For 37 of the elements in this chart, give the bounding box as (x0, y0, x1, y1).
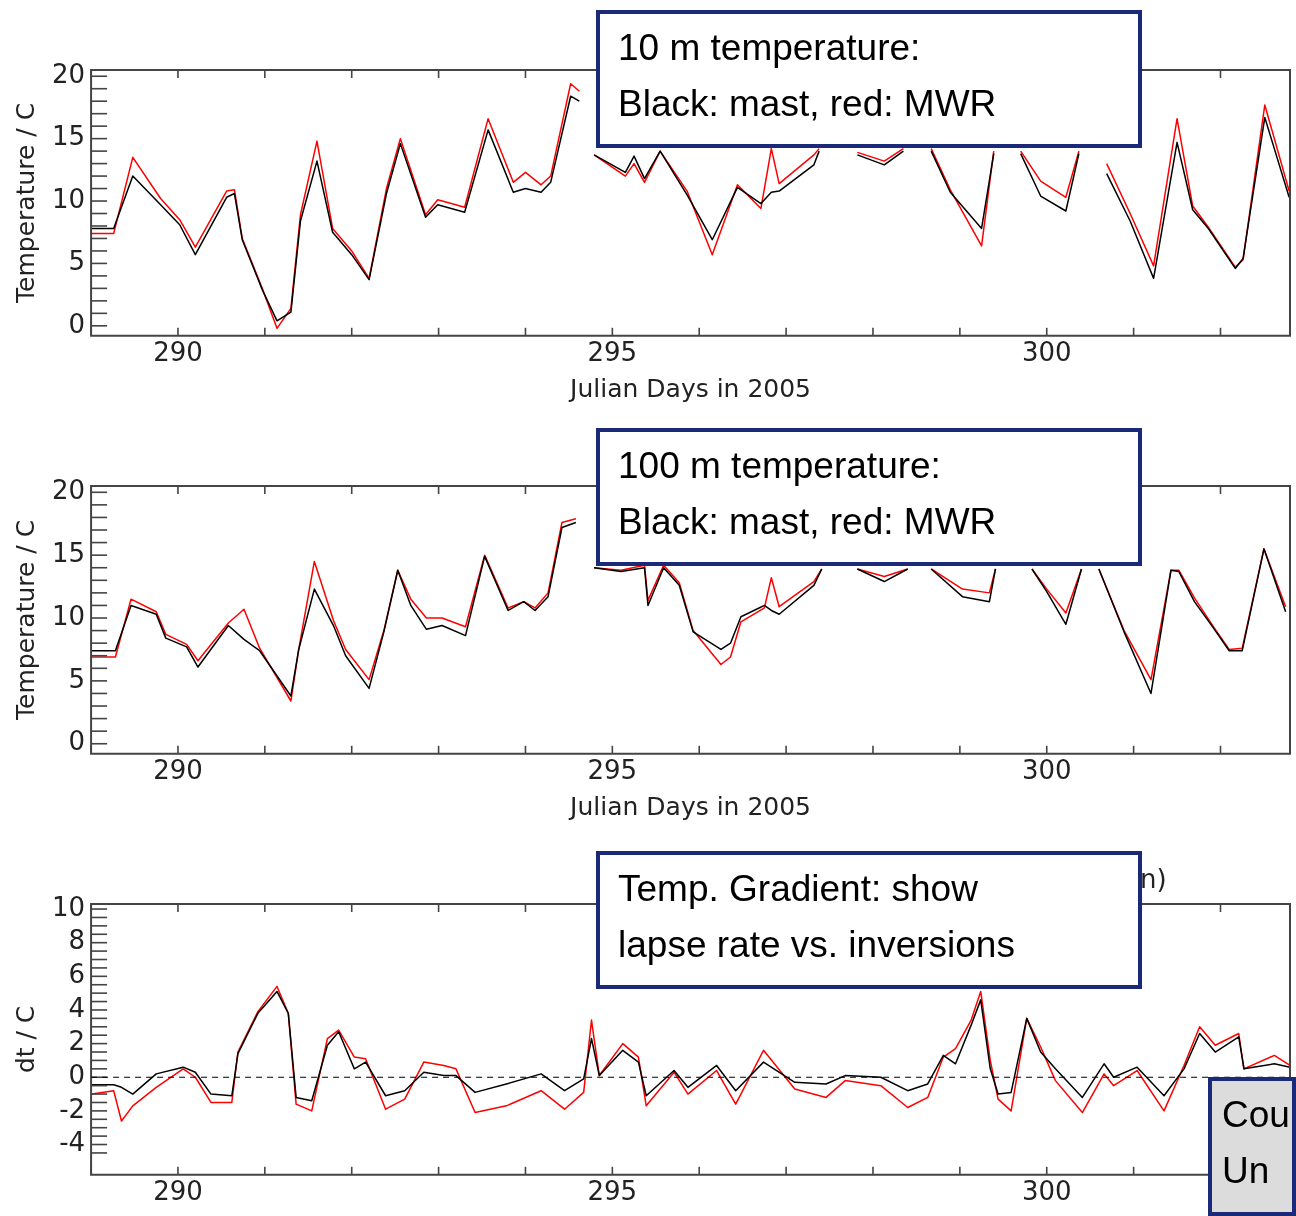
y-tick-label: 0 (68, 726, 86, 757)
x-axis-title: Julian Days in 2005 (568, 373, 811, 403)
y-tick-label: 20 (51, 475, 86, 506)
y-axis-title: Temperature / C (10, 102, 40, 304)
x-tick-label: 300 (1021, 755, 1072, 786)
y-tick-label: 10 (51, 891, 86, 922)
y-tick-label: 4 (68, 992, 86, 1023)
y-tick-label: 0 (68, 308, 86, 339)
y-tick-label: 15 (51, 121, 86, 152)
y-tick-label: 0 (68, 1059, 86, 1090)
y-tick-label: 6 (68, 959, 86, 990)
x-tick-label: 295 (587, 755, 638, 786)
y-tick-label: 20 (51, 58, 86, 89)
text-box: 100 m temperature: Black: mast, red: MWR (596, 428, 1142, 566)
y-tick-label: -2 (59, 1093, 86, 1124)
x-tick-label: 290 (153, 1176, 203, 1207)
y-axis-title: dt / C (10, 1005, 40, 1074)
y-axis-title: Temperature / C (10, 519, 40, 721)
x-tick-label: 300 (1021, 337, 1072, 368)
text-box: Cou Un (1208, 1077, 1296, 1216)
y-tick-label: 10 (51, 183, 86, 214)
y-tick-label: 8 (68, 925, 86, 956)
y-tick-label: -4 (59, 1127, 86, 1158)
x-axis-title: Julian Days in 2005 (568, 791, 811, 821)
y-tick-label: 15 (51, 537, 86, 568)
text: n) (1140, 864, 1167, 894)
x-tick-label: 295 (587, 1176, 638, 1207)
y-tick-label: 5 (68, 663, 86, 694)
x-tick-label: 295 (587, 337, 638, 368)
x-tick-label: 290 (153, 337, 203, 368)
text-box: 10 m temperature: Black: mast, red: MWR (596, 10, 1142, 148)
y-tick-label: 2 (68, 1026, 86, 1057)
y-tick-label: 10 (51, 600, 86, 631)
x-tick-label: 300 (1021, 1176, 1072, 1207)
text-box: Temp. Gradient: show lapse rate vs. inversions (596, 851, 1142, 989)
x-tick-label: 290 (153, 755, 203, 786)
y-tick-label: 5 (68, 246, 86, 277)
